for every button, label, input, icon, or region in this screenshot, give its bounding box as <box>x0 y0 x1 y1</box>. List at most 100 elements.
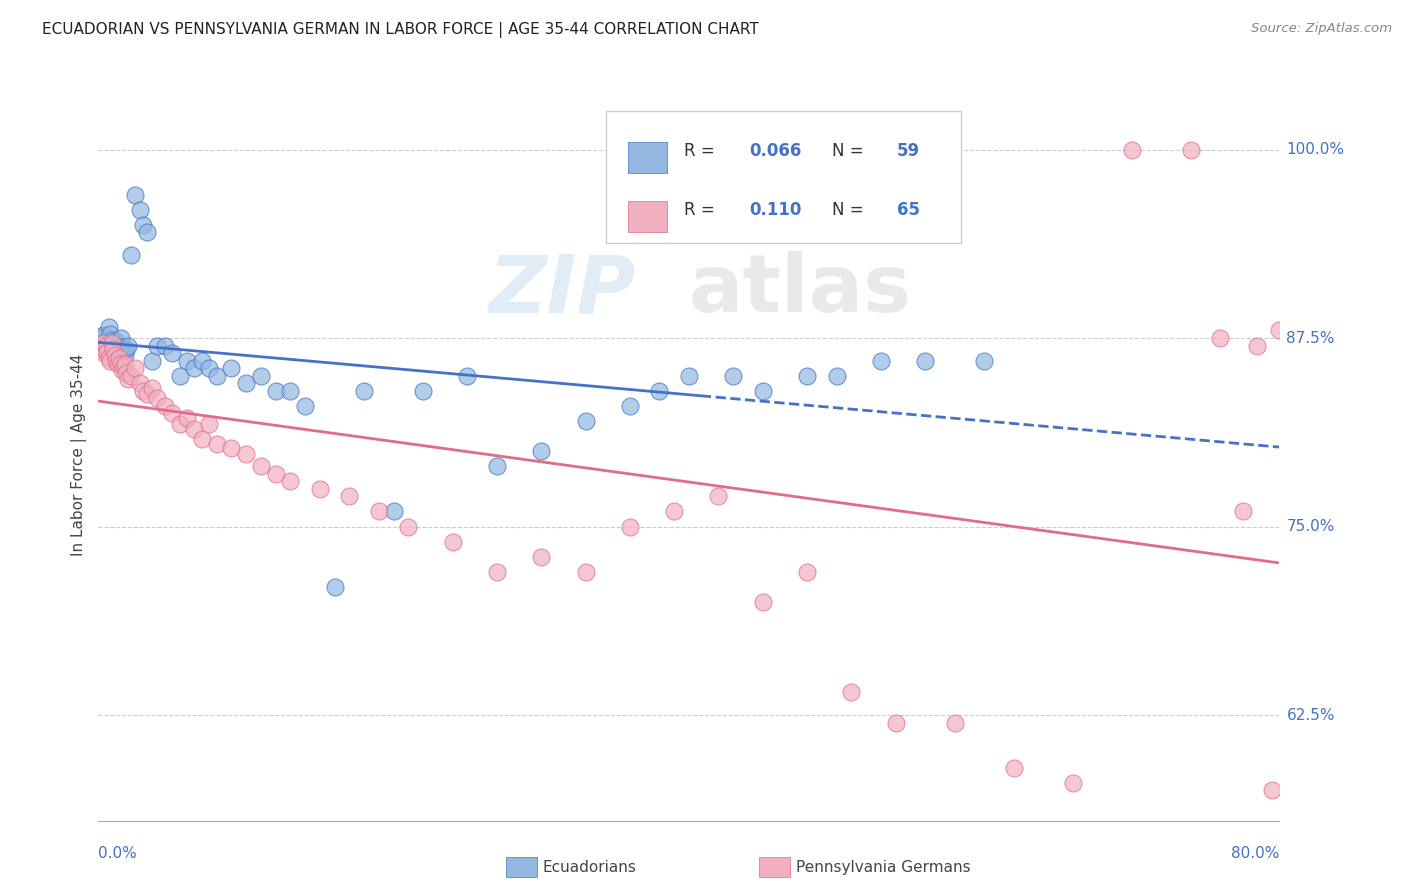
Point <box>721 368 744 383</box>
Point <box>486 565 509 579</box>
Point <box>111 362 134 376</box>
Text: N =: N = <box>832 143 869 161</box>
Point <box>183 421 205 435</box>
Point <box>108 351 131 365</box>
Point <box>115 342 138 356</box>
Point <box>264 467 287 481</box>
Text: Ecuadorians: Ecuadorians <box>543 860 637 874</box>
Point <box>146 338 169 352</box>
Point <box>441 534 464 549</box>
Point <box>124 187 146 202</box>
Point <box>648 384 671 398</box>
Text: N =: N = <box>832 201 869 219</box>
Point <box>294 399 316 413</box>
Point <box>1261 783 1284 797</box>
Text: ECUADORIAN VS PENNSYLVANIA GERMAN IN LABOR FORCE | AGE 35-44 CORRELATION CHART: ECUADORIAN VS PENNSYLVANIA GERMAN IN LAB… <box>42 22 759 38</box>
Point <box>1209 331 1232 345</box>
Bar <box>627 201 666 232</box>
Point <box>530 549 553 564</box>
Point <box>97 351 120 365</box>
Text: 0.0%: 0.0% <box>98 846 138 861</box>
Point <box>707 489 730 503</box>
Point <box>337 489 360 503</box>
Point <box>619 399 641 413</box>
Point <box>90 329 112 343</box>
Point <box>89 331 111 345</box>
Point <box>1268 324 1291 338</box>
Point <box>141 381 163 395</box>
Point <box>96 338 118 352</box>
Point <box>198 417 221 431</box>
Point <box>107 344 129 359</box>
Point <box>108 338 131 352</box>
Point <box>114 348 136 362</box>
Point <box>456 368 478 383</box>
Point <box>120 368 142 383</box>
Point <box>176 411 198 425</box>
Text: atlas: atlas <box>689 252 912 329</box>
Text: 62.5%: 62.5% <box>1286 707 1334 723</box>
Point <box>98 353 121 368</box>
Point <box>973 353 995 368</box>
Point <box>136 226 159 240</box>
Point <box>353 384 375 398</box>
Point <box>136 387 159 401</box>
Point <box>191 353 214 368</box>
Point <box>146 392 169 406</box>
Point <box>396 519 419 533</box>
Point <box>884 715 907 730</box>
Text: 80.0%: 80.0% <box>1232 846 1279 861</box>
Point <box>183 361 205 376</box>
Point <box>678 368 700 383</box>
Point <box>124 361 146 376</box>
Text: 0.110: 0.110 <box>749 201 801 219</box>
Point <box>250 368 273 383</box>
Point <box>198 361 221 376</box>
Point <box>110 357 132 371</box>
Point <box>112 359 135 374</box>
Text: ZIP: ZIP <box>488 252 636 329</box>
Point <box>100 335 122 350</box>
Point <box>530 444 553 458</box>
Point <box>219 441 242 455</box>
Point <box>664 504 686 518</box>
Point <box>368 504 391 518</box>
Point <box>1002 761 1025 775</box>
Point <box>191 432 214 446</box>
Point <box>141 353 163 368</box>
Point <box>112 343 135 357</box>
Point <box>117 338 139 352</box>
Point <box>264 384 287 398</box>
Point <box>153 399 176 413</box>
Text: 87.5%: 87.5% <box>1286 331 1334 345</box>
Text: 65: 65 <box>897 201 920 219</box>
Point <box>94 338 117 352</box>
Text: 0.066: 0.066 <box>749 143 801 161</box>
Point <box>205 368 228 383</box>
Point <box>219 361 242 376</box>
Point <box>1121 143 1143 157</box>
FancyBboxPatch shape <box>606 112 960 243</box>
Text: 75.0%: 75.0% <box>1286 519 1334 534</box>
Point <box>98 326 121 341</box>
Point <box>796 368 818 383</box>
Point <box>250 459 273 474</box>
Point <box>89 338 111 352</box>
Point <box>128 202 150 217</box>
Point <box>105 334 128 348</box>
Point <box>104 337 127 351</box>
Point <box>278 475 302 489</box>
Point <box>103 340 125 354</box>
Point <box>103 342 125 356</box>
Point <box>128 376 150 391</box>
Point <box>1180 143 1202 157</box>
Point <box>323 580 346 594</box>
Point <box>574 565 596 579</box>
Text: R =: R = <box>685 143 720 161</box>
Text: Source: ZipAtlas.com: Source: ZipAtlas.com <box>1251 22 1392 36</box>
Point <box>132 384 155 398</box>
Point <box>111 340 134 354</box>
Point <box>94 342 117 356</box>
Point <box>825 368 848 383</box>
Point <box>105 353 128 368</box>
